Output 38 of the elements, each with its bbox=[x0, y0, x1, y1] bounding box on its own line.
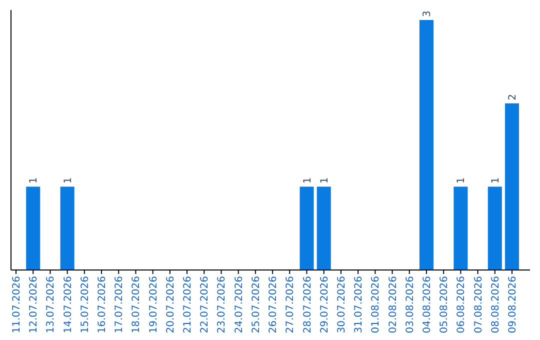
x-tick-label: 31.07.2026 bbox=[354, 276, 365, 334]
x-tick-label: 16.07.2026 bbox=[97, 276, 108, 334]
x-tick-label: 15.07.2026 bbox=[80, 276, 91, 334]
x-tick-label: 29.07.2026 bbox=[319, 276, 330, 334]
x-tick-label: 08.08.2026 bbox=[490, 276, 502, 334]
x-tick-label: 30.07.2026 bbox=[336, 276, 348, 334]
x-tick-label: 20.07.2026 bbox=[165, 276, 176, 334]
x-tick-label: 04.08.2026 bbox=[422, 276, 433, 334]
x-tick-label: 24.07.2026 bbox=[234, 276, 245, 334]
x-tick-label: 03.08.2026 bbox=[404, 276, 416, 334]
x-tick-label: 18.07.2026 bbox=[131, 276, 142, 334]
x-tick-label: 11.07.2026 bbox=[12, 276, 23, 334]
x-tick-label: 19.07.2026 bbox=[148, 276, 160, 334]
x-tick-label: 06.08.2026 bbox=[456, 276, 468, 334]
data-label: 1 bbox=[302, 177, 314, 184]
x-tick-label: 21.07.2026 bbox=[182, 276, 194, 334]
x-tick-label: 14.07.2026 bbox=[62, 276, 74, 334]
x-tick-label: 02.08.2026 bbox=[388, 276, 399, 334]
x-tick-label: 13.07.2026 bbox=[46, 276, 57, 334]
data-label: 2 bbox=[507, 94, 518, 100]
x-tick-label: 05.08.2026 bbox=[439, 276, 450, 334]
data-label: 1 bbox=[319, 177, 330, 184]
data-label: 1 bbox=[28, 177, 40, 184]
x-tick-label: 27.07.2026 bbox=[285, 276, 296, 334]
x-tick-label: 12.07.2026 bbox=[28, 276, 40, 334]
x-tick-label: 25.07.2026 bbox=[250, 276, 262, 334]
data-label: 1 bbox=[62, 177, 74, 184]
x-tick-label: 09.08.2026 bbox=[507, 276, 518, 334]
x-tick-label: 17.07.2026 bbox=[114, 276, 126, 334]
x-tick-label: 28.07.2026 bbox=[302, 276, 314, 334]
data-label: 3 bbox=[422, 10, 433, 17]
data-label: 1 bbox=[456, 177, 468, 184]
x-tick-label: 22.07.2026 bbox=[200, 276, 211, 334]
data-label: 1 bbox=[490, 177, 502, 184]
x-tick-label: 26.07.2026 bbox=[268, 276, 280, 334]
x-tick-label: 23.07.2026 bbox=[216, 276, 228, 334]
x-tick-label: 07.08.2026 bbox=[473, 276, 484, 334]
x-tick-label: 01.08.2026 bbox=[370, 276, 382, 334]
